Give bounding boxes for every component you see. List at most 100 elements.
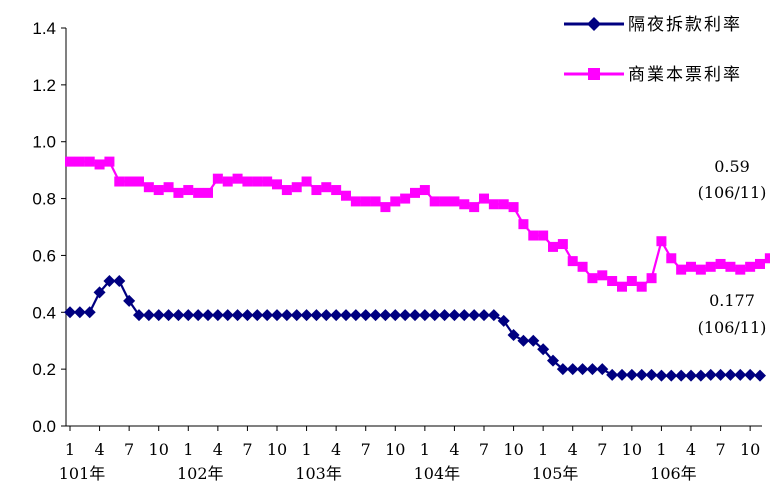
data-point — [410, 188, 420, 198]
x-tick-label: 10 — [740, 440, 760, 459]
data-point — [449, 196, 459, 206]
data-point — [754, 370, 766, 382]
data-point — [242, 177, 252, 187]
x-year-label: 102年 — [177, 464, 224, 483]
data-point — [744, 369, 756, 381]
data-point — [75, 157, 85, 167]
data-point — [765, 253, 770, 263]
x-tick-label: 10 — [622, 440, 642, 459]
data-point — [488, 309, 500, 321]
x-tick-label: 4 — [568, 440, 578, 459]
data-point — [509, 202, 519, 212]
data-point — [607, 276, 617, 286]
legend: 隔夜拆款利率 商業本票利率 — [564, 15, 742, 85]
x-tick-label: 7 — [242, 440, 252, 459]
data-point — [676, 265, 686, 275]
data-point — [735, 265, 745, 275]
data-point — [164, 182, 174, 192]
data-point — [587, 273, 597, 283]
legend-marker-diamond — [587, 17, 601, 31]
data-point — [528, 231, 538, 241]
data-point — [558, 239, 568, 249]
x-year-label: 105年 — [532, 464, 579, 483]
x-tick-label: 7 — [715, 440, 725, 459]
data-point — [173, 188, 183, 198]
data-point — [311, 185, 321, 195]
legend-label-cp: 商業本票利率 — [628, 65, 742, 85]
x-tick-label: 7 — [597, 440, 607, 459]
y-tick-label: 0.0 — [32, 417, 56, 436]
data-point — [725, 262, 735, 272]
data-point — [755, 259, 765, 269]
data-point — [617, 282, 627, 292]
x-tick-label: 7 — [124, 440, 134, 459]
data-point — [351, 196, 361, 206]
data-point — [213, 174, 223, 184]
y-axis-tick-labels: 0.00.20.40.60.81.01.21.4 — [32, 19, 56, 436]
data-point — [578, 262, 588, 272]
data-point — [380, 202, 390, 212]
data-point — [272, 179, 282, 189]
data-point — [568, 256, 578, 266]
data-point — [430, 196, 440, 206]
data-point — [114, 177, 124, 187]
data-point — [469, 202, 479, 212]
y-tick-label: 1.4 — [32, 19, 56, 38]
x-tick-label: 7 — [361, 440, 371, 459]
data-point — [292, 182, 302, 192]
data-point — [518, 219, 528, 229]
x-tick-label: 10 — [503, 440, 523, 459]
data-point — [597, 270, 607, 280]
x-tick-label: 1 — [420, 440, 430, 459]
data-point — [183, 185, 193, 195]
annotation-cp-date: (106/11) — [698, 183, 767, 202]
annotation-overnight-date: (106/11) — [698, 318, 767, 337]
x-year-label: 103年 — [295, 464, 342, 483]
data-point — [440, 196, 450, 206]
x-tick-label: 1 — [538, 440, 548, 459]
annotation-overnight-value: 0.177 — [709, 291, 755, 310]
data-point — [637, 282, 647, 292]
x-year-label: 104年 — [414, 464, 461, 483]
data-point — [282, 185, 292, 195]
data-point — [656, 236, 666, 246]
y-tick-label: 0.8 — [32, 190, 56, 209]
x-tick-label: 10 — [267, 440, 287, 459]
data-point — [193, 188, 203, 198]
x-tick-label: 7 — [479, 440, 489, 459]
data-point — [361, 196, 371, 206]
data-point — [745, 262, 755, 272]
data-point — [262, 177, 272, 187]
y-tick-label: 0.4 — [32, 303, 56, 322]
data-point — [666, 253, 676, 263]
data-point — [548, 242, 558, 252]
data-point — [596, 363, 608, 375]
data-point — [124, 177, 134, 187]
data-point — [252, 177, 262, 187]
data-point — [65, 157, 75, 167]
data-point — [371, 196, 381, 206]
y-tick-label: 1.2 — [32, 76, 56, 95]
data-point — [479, 194, 489, 204]
series-line — [70, 162, 770, 287]
series-layer — [64, 157, 770, 382]
data-point — [85, 157, 95, 167]
series-cp — [65, 157, 770, 292]
x-year-label: 106年 — [650, 464, 697, 483]
y-tick-label: 1.0 — [32, 133, 56, 152]
data-point — [627, 276, 637, 286]
legend-label-overnight: 隔夜拆款利率 — [628, 15, 742, 35]
data-point — [538, 231, 548, 241]
data-point — [84, 306, 96, 318]
x-tick-label: 10 — [149, 440, 169, 459]
data-point — [321, 182, 331, 192]
data-point — [695, 370, 707, 382]
data-point — [646, 369, 658, 381]
data-point — [104, 157, 114, 167]
data-point — [499, 199, 509, 209]
x-tick-label: 4 — [213, 440, 223, 459]
legend-marker-square — [588, 68, 600, 80]
data-point — [233, 174, 243, 184]
